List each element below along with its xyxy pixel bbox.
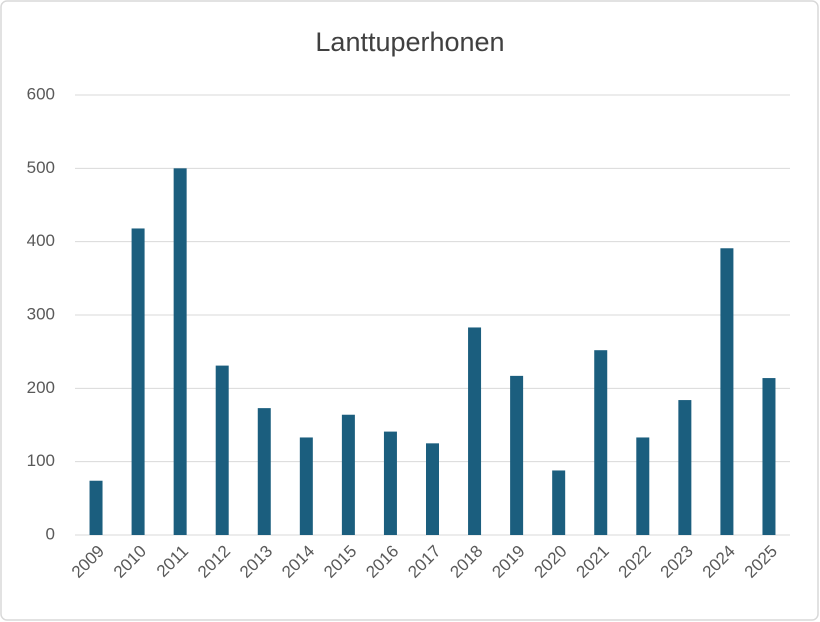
chart-title: Lanttuperhonen [315,27,504,57]
bar [257,408,271,535]
y-tick-label: 300 [27,304,55,323]
bar [720,248,734,535]
bar [426,443,439,535]
bar [89,480,103,535]
bar [552,470,566,535]
y-tick-label: 100 [27,451,55,470]
bar [215,365,229,535]
bar [510,375,524,535]
bar [299,437,313,535]
bar [468,327,482,535]
bar [131,228,145,535]
y-tick-label: 0 [46,524,55,543]
bar [678,400,692,535]
bar [762,378,776,535]
bar [636,437,650,535]
bar [594,350,608,535]
bar [173,168,187,536]
y-tick-label: 600 [27,84,55,103]
bar [341,414,355,535]
bar [383,431,397,535]
y-tick-label: 500 [27,158,55,177]
y-tick-label: 400 [27,231,55,250]
y-tick-label: 200 [27,378,55,397]
